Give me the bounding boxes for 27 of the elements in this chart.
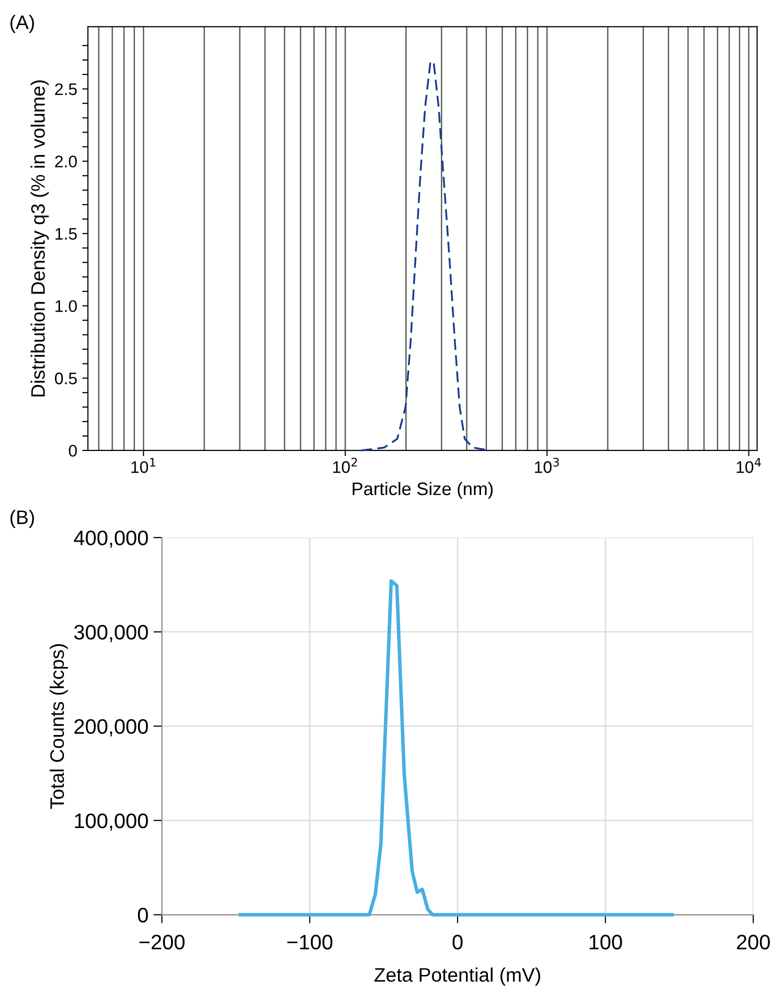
x-tick-label: 10$^{4}$ <box>736 458 761 473</box>
y-tick-label: 0.5 <box>54 372 77 384</box>
text: (B) <box>10 510 34 528</box>
y-tick-label: 0 <box>138 908 148 923</box>
y-axis-title: Total Counts (kcps) <box>50 644 68 809</box>
x-axis-title: Zeta Potential (mV) <box>374 968 540 986</box>
y-tick-label: 400,000 <box>74 530 148 548</box>
line-series <box>238 579 674 916</box>
text: (A) <box>10 14 34 33</box>
x-tick-label: −200 <box>139 934 185 950</box>
y-tick-label: 100,000 <box>75 813 148 831</box>
y-axis-title: Distribution Density q3 (% in volume) <box>30 80 49 396</box>
x-tick-label: 10$^{3}$ <box>534 458 559 473</box>
y-tick-label: 200,000 <box>74 719 148 736</box>
y-tick-label: 1.0 <box>56 300 77 312</box>
y-tick-label: 1.5 <box>56 228 77 240</box>
y-tick-label: 2.5 <box>55 83 77 96</box>
y-tick-label: 2.0 <box>55 156 77 168</box>
x-tick-label: 200 <box>736 934 770 950</box>
y-tick-label: 300,000 <box>74 624 148 642</box>
x-tick-label: 10$^{1}$ <box>131 458 156 473</box>
x-axis-title: Particle Size (nm) <box>352 482 493 499</box>
x-tick-label: 0 <box>452 934 463 950</box>
y-tick-label: 0 <box>68 444 77 457</box>
x-tick-label: 100 <box>590 934 622 950</box>
x-tick-label: −100 <box>287 934 332 950</box>
x-tick-label: 10$^{2}$ <box>333 458 357 473</box>
